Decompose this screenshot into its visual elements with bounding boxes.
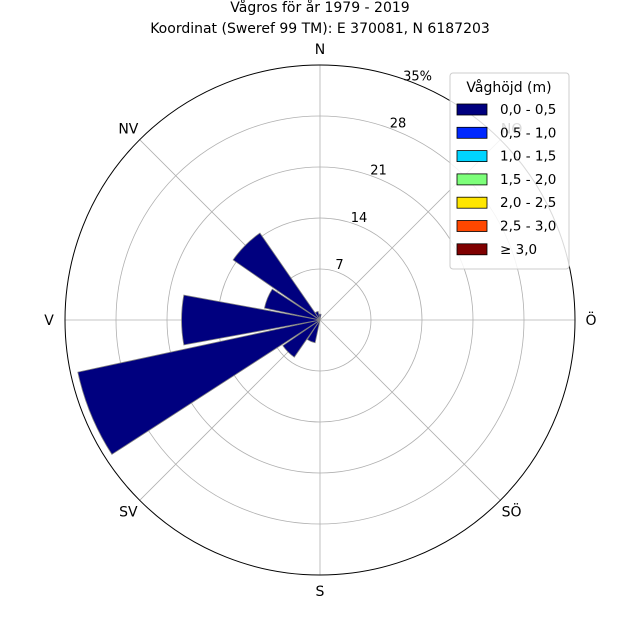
legend-swatch (456, 126, 488, 139)
legend-label: ≥ 3,0 (500, 242, 537, 258)
legend-swatch (456, 150, 488, 163)
rtick-label: 35% (403, 69, 432, 84)
legend-box (449, 72, 570, 270)
chart-title: Vågros för år 1979 - 2019 (230, 0, 409, 16)
direction-label: SV (119, 505, 138, 521)
rtick-label: 28 (390, 117, 407, 132)
polar-outer-ring (64, 64, 576, 576)
legend-label: 1,0 - 1,5 (500, 149, 556, 165)
legend-entries: 0,0 - 0,5 0,5 - 1,0 1,0 - 1,5 1,5 - 2,0 2,0 … (456, 102, 556, 258)
legend-swatch (456, 243, 488, 256)
chart-subtitle: Koordinat (Sweref 99 TM): E 370081, N 61… (150, 21, 490, 37)
legend-title: Våghöjd (m) (466, 79, 551, 96)
radial-tick-labels: 7 14 21 28 35% (335, 69, 432, 272)
legend-swatch (456, 196, 488, 209)
legend-label: 0,0 - 0,5 (500, 102, 556, 118)
bar-VNV-0 (263, 288, 321, 321)
direction-label: V (44, 313, 54, 329)
rtick-label: 7 (335, 258, 343, 273)
grid-spoke (319, 319, 501, 501)
rtick-label: 21 (370, 164, 387, 179)
bar-NV-0 (232, 232, 321, 321)
bar-SV-0 (282, 319, 321, 358)
legend-swatch (456, 173, 488, 186)
legend-swatch (456, 220, 488, 232)
direction-label: N (315, 42, 325, 58)
direction-label: Ö (585, 311, 596, 329)
direction-label: NV (118, 121, 138, 137)
direction-label: SÖ (502, 503, 522, 521)
bar-NNV-0 (314, 310, 321, 321)
bars-layer (77, 232, 322, 455)
direction-label: S (316, 584, 325, 600)
legend-label: 2,0 - 2,5 (500, 195, 556, 211)
bar-V-0 (181, 294, 321, 346)
legend-label: 2,5 - 3,0 (500, 219, 556, 235)
rtick-label: 14 (351, 211, 368, 226)
bar-VSV-0 (77, 319, 321, 455)
legend-label: 0,5 - 1,0 (500, 125, 556, 141)
legend-swatch (456, 103, 488, 116)
legend-label: 1,5 - 2,0 (500, 172, 556, 188)
legend: Våghöjd (m) 0,0 - 0,5 0,5 - 1,0 1,0 - 1,5 1… (449, 72, 570, 270)
bar-SSV-0 (306, 319, 321, 344)
